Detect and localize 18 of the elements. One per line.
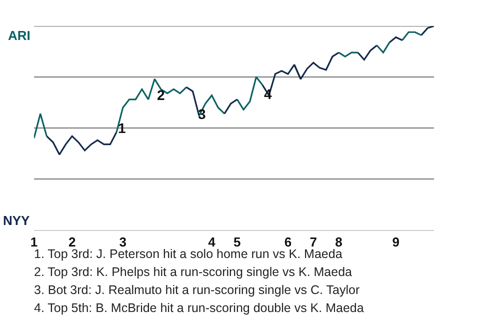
x-tick-label: 7 — [310, 234, 317, 250]
x-tick-label: 6 — [284, 234, 292, 250]
text: NYY — [3, 213, 30, 228]
x-tick-label: 8 — [335, 234, 342, 250]
x-tick-label: 2 — [68, 234, 76, 250]
text: 3. Bot 3rd: J. Realmuto hit a run-scoring single vs C. Taylor — [34, 283, 360, 297]
x-tick-label: 3 — [119, 234, 127, 250]
text: ARI — [8, 28, 30, 43]
annotation: 1 — [118, 120, 126, 136]
x-tick-label: 1 — [30, 234, 38, 250]
annotation: 3 — [198, 106, 206, 122]
text: 1. Top 3rd: J. Peterson hit a solo home run vs K. Maeda — [34, 247, 342, 261]
text: 4. Top 5th: B. McBride hit a run-scoring double vs K. Maeda — [34, 301, 364, 315]
text: 2. Top 3rd: K. Phelps hit a run-scoring single vs K. Maeda — [34, 265, 352, 279]
x-tick-label: 5 — [234, 234, 241, 250]
x-tick-label: 4 — [208, 234, 216, 250]
annotation: 2 — [157, 87, 165, 103]
x-tick-label: 9 — [392, 234, 400, 250]
